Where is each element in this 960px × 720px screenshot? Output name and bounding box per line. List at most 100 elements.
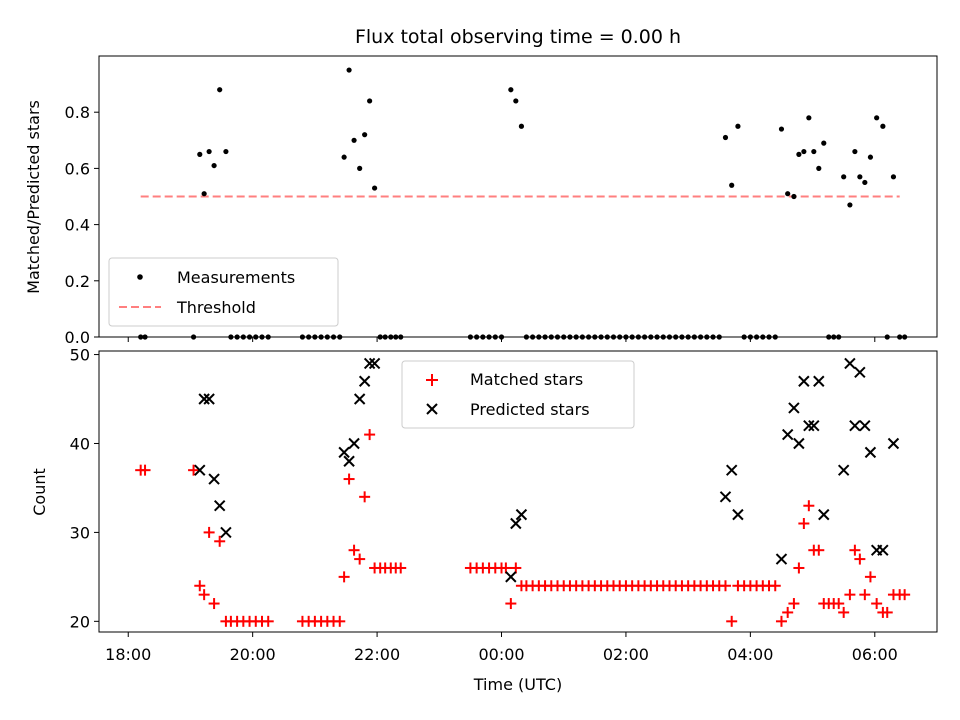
measurement-point bbox=[811, 148, 817, 155]
predicted-star-point bbox=[220, 526, 232, 539]
legend-threshold-label: Threshold bbox=[176, 298, 256, 317]
matched-star-point bbox=[854, 553, 866, 565]
measurement-point bbox=[518, 123, 525, 129]
measurement-point bbox=[197, 151, 203, 157]
measurement-point bbox=[806, 115, 812, 121]
measurement-point bbox=[357, 165, 363, 171]
measurement-point bbox=[816, 165, 822, 171]
measurement-point bbox=[821, 140, 827, 146]
measurement-point bbox=[367, 98, 373, 104]
matched-star-point bbox=[813, 544, 825, 556]
bottom-x-tick-label: 04:00 bbox=[727, 645, 773, 664]
bottom-chart-frame bbox=[98, 350, 938, 633]
bottom-y-tick-label: 20 bbox=[70, 612, 90, 631]
matched-star-point bbox=[798, 518, 810, 530]
predicted-star-point bbox=[849, 419, 861, 432]
top-y-tick-label: 0.2 bbox=[65, 272, 90, 291]
top-y-tick-label: 0.4 bbox=[65, 216, 90, 235]
measurement-point bbox=[857, 174, 863, 180]
matched-star-point bbox=[188, 464, 200, 476]
measurement-point bbox=[729, 182, 735, 188]
predicted-star-point bbox=[719, 491, 732, 503]
measurement-point bbox=[341, 154, 347, 160]
matched-star-point bbox=[198, 589, 210, 601]
matched-star-point bbox=[769, 580, 781, 592]
predicted-star-point bbox=[837, 464, 850, 476]
measurement-point bbox=[785, 191, 791, 197]
matched-star-point bbox=[343, 473, 355, 485]
predicted-star-point bbox=[732, 508, 744, 521]
matched-star-point bbox=[203, 526, 215, 538]
top-chart-title: Flux total observing time = 0.00 h bbox=[355, 26, 681, 48]
bottom-x-tick-label: 06:00 bbox=[852, 645, 898, 664]
matched-star-point bbox=[844, 589, 856, 601]
matched-star-point bbox=[788, 598, 800, 610]
bottom-x-tick-label: 20:00 bbox=[230, 645, 276, 664]
measurement-point bbox=[362, 132, 368, 138]
matched-star-point bbox=[208, 598, 220, 610]
predicted-star-point bbox=[864, 446, 877, 459]
bottom-chart-y-ticks: 20 30 40 50 bbox=[70, 346, 99, 631]
matched-star-point bbox=[719, 580, 731, 592]
predicted-star-point bbox=[505, 571, 517, 583]
bottom-y-tick-label: 40 bbox=[70, 434, 90, 453]
matched-star-point bbox=[726, 615, 738, 627]
measurement-point bbox=[372, 185, 378, 191]
matched-star-point bbox=[139, 464, 151, 476]
matched-star-point bbox=[354, 553, 366, 565]
predicted-star-point bbox=[813, 375, 825, 387]
measurement-point bbox=[735, 123, 741, 129]
bottom-chart-x-label: Time (UTC) bbox=[473, 675, 562, 694]
predicted-star-point bbox=[198, 393, 210, 405]
matched-star-point bbox=[899, 589, 911, 601]
predicted-star-point bbox=[859, 419, 871, 432]
predicted-star-point bbox=[798, 375, 810, 387]
legend-matched-label: Matched stars bbox=[470, 370, 583, 389]
matched-star-point bbox=[782, 606, 794, 618]
measurement-point bbox=[791, 193, 797, 200]
matched-star-point bbox=[338, 571, 350, 583]
predicted-star-point bbox=[348, 437, 360, 450]
matched-star-point bbox=[364, 429, 376, 441]
matched-star-point bbox=[214, 535, 226, 547]
legend-measurements-label: Measurements bbox=[177, 268, 295, 287]
bottom-x-tick-label: 02:00 bbox=[603, 645, 649, 664]
predicted-star-point bbox=[775, 553, 788, 565]
top-y-tick-label: 0.0 bbox=[65, 328, 90, 347]
predicted-star-point bbox=[368, 357, 381, 370]
predicted-star-point bbox=[854, 366, 866, 379]
bottom-x-tick-label: 22:00 bbox=[354, 645, 400, 664]
predicted-star-point bbox=[844, 357, 856, 370]
matched-star-point bbox=[864, 571, 876, 583]
legend-predicted-marker bbox=[426, 403, 438, 415]
predicted-star-point bbox=[725, 464, 738, 476]
measurement-point bbox=[201, 191, 207, 197]
bottom-legend: Matched stars Predicted stars bbox=[401, 360, 635, 429]
measurement-point bbox=[722, 134, 729, 141]
legend-measurement-marker bbox=[137, 274, 143, 280]
measurement-point bbox=[508, 87, 514, 93]
matched-star-point bbox=[505, 598, 517, 610]
measurement-point bbox=[852, 148, 858, 155]
measurement-point bbox=[801, 148, 807, 155]
matched-star-point bbox=[838, 606, 850, 618]
top-chart-frame bbox=[98, 55, 938, 338]
predicted-star-point bbox=[203, 393, 215, 405]
measurement-point bbox=[211, 162, 217, 169]
measurement-point bbox=[841, 174, 847, 180]
measurement-point bbox=[513, 98, 519, 104]
matched-stars-points bbox=[135, 429, 911, 627]
predicted-star-point bbox=[338, 446, 350, 459]
legend-matched-marker bbox=[426, 374, 438, 386]
matched-star-point bbox=[500, 562, 512, 574]
predicted-star-point bbox=[358, 375, 371, 387]
matched-star-point bbox=[194, 580, 206, 592]
predicted-star-point bbox=[887, 437, 900, 450]
matched-star-point bbox=[395, 562, 407, 574]
top-legend: Measurements Threshold bbox=[108, 257, 339, 327]
matched-star-point bbox=[803, 500, 815, 512]
predicted-star-point bbox=[208, 473, 220, 485]
matched-star-point bbox=[510, 562, 522, 574]
bottom-y-tick-label: 50 bbox=[70, 346, 90, 365]
measurement-point bbox=[217, 87, 223, 93]
